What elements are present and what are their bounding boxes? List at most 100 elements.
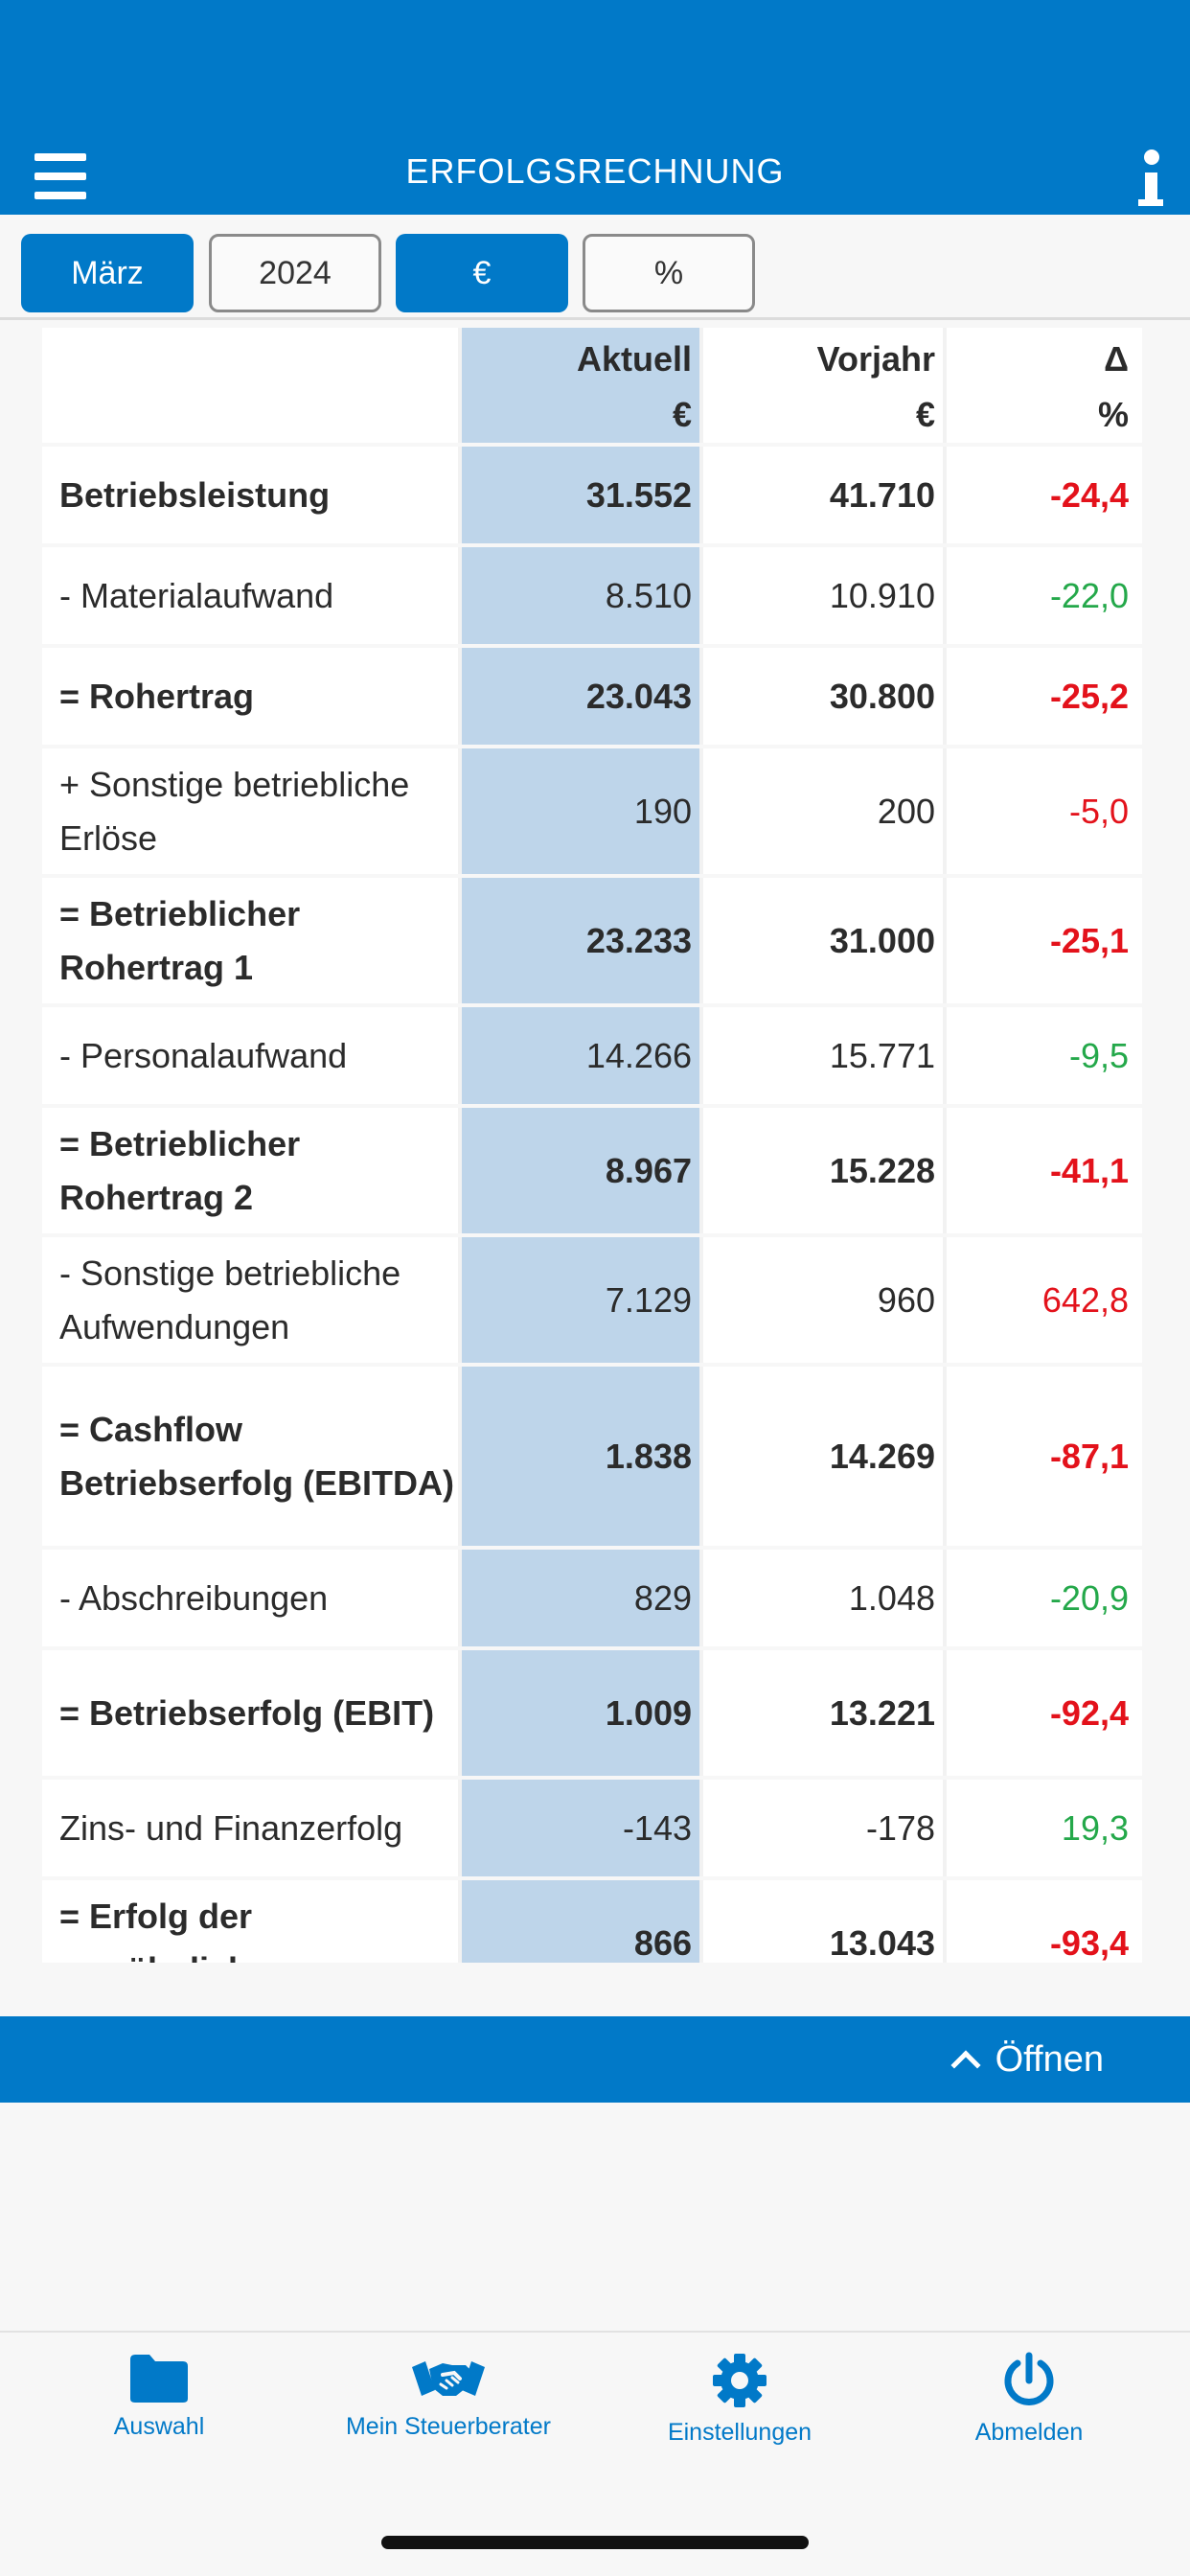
table-row: - Abschreibungen 829 1.048 -20,9 — [42, 1550, 1142, 1646]
tab-auswahl[interactable]: Auswahl — [15, 2352, 303, 2441]
currency-toggle[interactable]: € — [396, 234, 568, 312]
row-vorjahr: 1.048 — [703, 1550, 947, 1646]
row-aktuell: 31.552 — [462, 447, 703, 543]
row-vorjahr: 31.000 — [703, 878, 947, 1003]
year-selector[interactable]: 2024 — [209, 234, 381, 312]
tab-mein-steuerberater[interactable]: Mein Steuerberater — [305, 2352, 592, 2441]
header-vorjahr-unit: € — [915, 395, 935, 434]
row-aktuell: 1.838 — [462, 1367, 703, 1546]
row-label: - Materialaufwand — [42, 547, 462, 644]
header-delta-unit: % — [1097, 395, 1129, 434]
table-row: = Rohertrag 23.043 30.800 -25,2 — [42, 648, 1142, 745]
details-panel-bar: Öffnen — [0, 2016, 1190, 2103]
row-label: = Rohertrag — [42, 648, 462, 745]
income-statement-table[interactable]: Aktuell € Vorjahr € Δ % Betriebsleistung… — [42, 328, 1146, 1963]
row-aktuell: 8.510 — [462, 547, 703, 644]
table-row: - Personalaufwand 14.266 15.771 -9,5 — [42, 1007, 1142, 1104]
open-panel-label: Öffnen — [995, 2038, 1104, 2080]
row-aktuell: 23.233 — [462, 878, 703, 1003]
row-aktuell: -143 — [462, 1780, 703, 1876]
row-aktuell: 23.043 — [462, 648, 703, 745]
row-delta: -25,1 — [947, 878, 1142, 1003]
table-row: + Sonstige betriebliche Erlöse 190 200 -… — [42, 748, 1142, 874]
filter-bar: März 2024 € % — [0, 215, 1190, 320]
row-delta: -25,2 — [947, 648, 1142, 745]
info-icon[interactable] — [1131, 144, 1169, 211]
row-label: + Sonstige betriebliche Erlöse — [42, 748, 462, 874]
tab-einstellungen-label: Einstellungen — [667, 2419, 812, 2446]
header-label-cell — [42, 328, 462, 443]
tab-abmelden[interactable]: Abmelden — [885, 2352, 1173, 2447]
page-title: ERFOLGSRECHNUNG — [405, 151, 785, 191]
row-aktuell: 866 — [462, 1880, 703, 1963]
home-indicator[interactable] — [381, 2536, 809, 2549]
row-label: - Personalaufwand — [42, 1007, 462, 1104]
table-row: = Cashflow Betriebserfolg (EBITDA) 1.838… — [42, 1367, 1142, 1546]
row-vorjahr: 14.269 — [703, 1367, 947, 1546]
row-vorjahr: 15.771 — [703, 1007, 947, 1104]
percent-toggle[interactable]: % — [583, 234, 755, 312]
row-label: Zins- und Finanzerfolg — [42, 1780, 462, 1876]
row-label: = Betrieblicher Rohertrag 1 — [42, 878, 462, 1003]
header-aktuell-unit: € — [672, 395, 692, 434]
power-icon — [1004, 2352, 1054, 2405]
tab-auswahl-label: Auswahl — [113, 2413, 205, 2440]
row-delta: -22,0 — [947, 547, 1142, 644]
table-header-row: Aktuell € Vorjahr € Δ % — [42, 328, 1142, 443]
chevron-up-icon — [950, 2050, 981, 2081]
row-delta: -20,9 — [947, 1550, 1142, 1646]
tab-mein-steuerberater-label: Mein Steuerberater — [345, 2413, 551, 2440]
row-vorjahr: 41.710 — [703, 447, 947, 543]
row-vorjahr: 200 — [703, 748, 947, 874]
row-aktuell: 7.129 — [462, 1237, 703, 1363]
table-row: - Sonstige betriebliche Aufwendungen 7.1… — [42, 1237, 1142, 1363]
row-aktuell: 1.009 — [462, 1650, 703, 1776]
gear-icon — [713, 2354, 767, 2407]
month-selector[interactable]: März — [21, 234, 194, 312]
row-label: = Betriebserfolg (EBIT) — [42, 1650, 462, 1776]
row-vorjahr: 13.221 — [703, 1650, 947, 1776]
row-label: - Abschreibungen — [42, 1550, 462, 1646]
table-row: Betriebsleistung 31.552 41.710 -24,4 — [42, 447, 1142, 543]
open-panel-button[interactable]: Öffnen — [950, 2016, 1104, 2103]
row-vorjahr: -178 — [703, 1780, 947, 1876]
row-vorjahr: 960 — [703, 1237, 947, 1363]
folder-icon — [130, 2355, 188, 2403]
tab-abmelden-label: Abmelden — [974, 2419, 1084, 2446]
row-delta: -93,4 — [947, 1880, 1142, 1963]
row-delta: -87,1 — [947, 1367, 1142, 1546]
row-label: = Cashflow Betriebserfolg (EBITDA) — [42, 1367, 462, 1546]
row-delta: 642,8 — [947, 1237, 1142, 1363]
row-label: = Betrieblicher Rohertrag 2 — [42, 1108, 462, 1233]
row-label: Betriebsleistung — [42, 447, 462, 543]
row-delta: -41,1 — [947, 1108, 1142, 1233]
header-aktuell-title: Aktuell — [576, 339, 692, 379]
row-vorjahr: 13.043 — [703, 1880, 947, 1963]
top-app-bar: ERFOLGSRECHNUNG — [0, 0, 1190, 215]
table-row: = Erfolg der gewöhnlichen 866 13.043 -93… — [42, 1880, 1142, 1963]
row-aktuell: 8.967 — [462, 1108, 703, 1233]
row-vorjahr: 15.228 — [703, 1108, 947, 1233]
handshake-icon — [412, 2361, 485, 2396]
row-vorjahr: 30.800 — [703, 648, 947, 745]
row-delta: -92,4 — [947, 1650, 1142, 1776]
row-delta: 19,3 — [947, 1780, 1142, 1876]
table-row: - Materialaufwand 8.510 10.910 -22,0 — [42, 547, 1142, 644]
row-vorjahr: 10.910 — [703, 547, 947, 644]
header-aktuell: Aktuell € — [462, 328, 703, 443]
row-aktuell: 190 — [462, 748, 703, 874]
tab-einstellungen[interactable]: Einstellungen — [596, 2352, 883, 2447]
table-row: Zins- und Finanzerfolg -143 -178 19,3 — [42, 1780, 1142, 1876]
row-delta: -5,0 — [947, 748, 1142, 874]
row-label: = Erfolg der gewöhnlichen — [42, 1880, 462, 1963]
table-row: = Betriebserfolg (EBIT) 1.009 13.221 -92… — [42, 1650, 1142, 1776]
bottom-tab-bar: Auswahl Mein Steuerberater — [0, 2331, 1190, 2576]
hamburger-menu-icon[interactable] — [34, 153, 90, 203]
row-delta: -24,4 — [947, 447, 1142, 543]
table-row: = Betrieblicher Rohertrag 2 8.967 15.228… — [42, 1108, 1142, 1233]
row-label: - Sonstige betriebliche Aufwendungen — [42, 1237, 462, 1363]
row-aktuell: 829 — [462, 1550, 703, 1646]
header-delta-title: Δ — [1104, 339, 1129, 379]
header-vorjahr-title: Vorjahr — [816, 339, 935, 379]
table-row: = Betrieblicher Rohertrag 1 23.233 31.00… — [42, 878, 1142, 1003]
